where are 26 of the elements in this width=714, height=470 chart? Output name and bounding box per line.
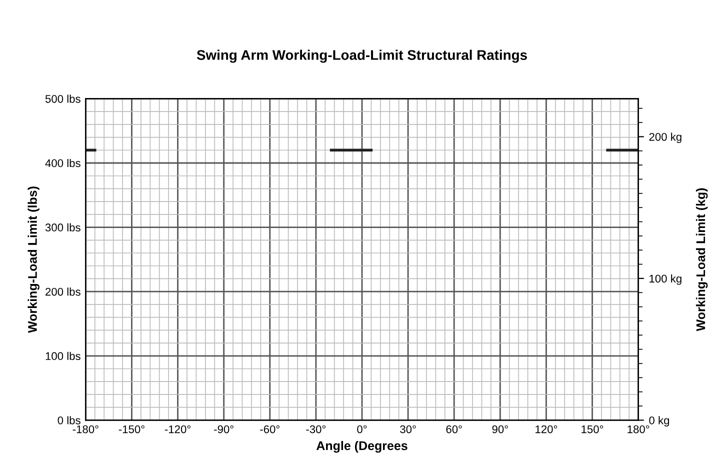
y-axis-title: Working-Load Limit (lbs) [28,186,40,333]
y2-tick-label: 0 kg [649,416,670,427]
y-tick-label: 200 lbs [46,288,80,296]
y-tick-label: 0 lbs [58,416,80,424]
x-tick-label: -150° [118,425,144,434]
x-axis-title: Angle (Degrees [316,440,408,453]
x-tick-label: -90° [214,425,234,434]
y-tick-label: 100 lbs [46,352,80,360]
x-tick-label: -120° [164,425,190,434]
x-tick-label: -180° [72,425,98,434]
x-tick-label: -30° [306,425,326,434]
x-tick-label: 150° [582,425,604,434]
y2-tick-label: 100 kg [650,274,682,285]
x-tick-label: 60° [446,425,462,434]
x-tick-label: 120° [536,425,558,434]
chart-title: Swing Arm Working-Load-Limit Structural Ratings [196,50,527,63]
y-tick-label: 500 lbs [45,94,80,103]
x-tick-label: 0° [357,425,367,434]
y2-axis-title: Working-Load Limit (kg) [696,188,708,332]
x-tick-label: -60° [260,425,280,434]
x-tick-label: 90° [492,425,508,434]
y-tick-label: 300 lbs [45,223,80,232]
y-tick-label: 400 lbs [45,158,80,168]
x-tick-label: 180° [628,425,650,434]
x-tick-label: 30° [400,425,416,434]
y2-tick-label: 200 kg [649,132,682,144]
